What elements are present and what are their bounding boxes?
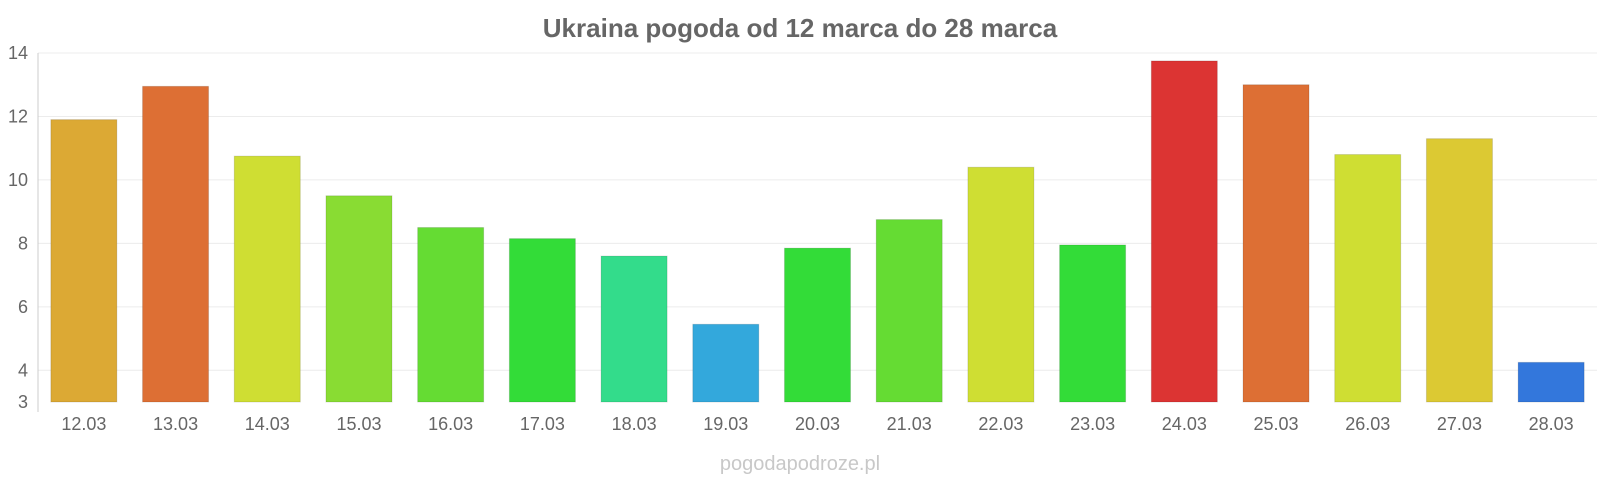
y-tick-label: 12 bbox=[8, 106, 28, 126]
x-tick-label: 18.03 bbox=[612, 414, 657, 434]
x-tick-label: 28.03 bbox=[1529, 414, 1574, 434]
y-tick-label: 10 bbox=[8, 170, 28, 190]
bar bbox=[875, 219, 943, 403]
y-tick-label: 6 bbox=[18, 297, 28, 317]
x-tick-label: 12.03 bbox=[61, 414, 106, 434]
y-tick-label: 3 bbox=[18, 392, 28, 412]
x-tick-label: 27.03 bbox=[1437, 414, 1482, 434]
x-tick-label: 26.03 bbox=[1345, 414, 1390, 434]
bar bbox=[783, 247, 852, 403]
x-tick-label: 20.03 bbox=[795, 414, 840, 434]
bar bbox=[1517, 361, 1585, 403]
bar bbox=[50, 119, 118, 403]
x-tick-label: 24.03 bbox=[1162, 414, 1207, 434]
x-tick-label: 22.03 bbox=[978, 414, 1023, 434]
x-tick-label: 14.03 bbox=[245, 414, 290, 434]
y-axis: 3 4 6 8 10 12 14 bbox=[8, 43, 39, 412]
x-tick-label: 23.03 bbox=[1070, 414, 1115, 434]
watermark: pogodapodroze.pl bbox=[720, 453, 880, 475]
bar bbox=[1242, 84, 1310, 403]
bars bbox=[50, 60, 1585, 403]
y-tick-label: 8 bbox=[18, 233, 28, 253]
x-tick-label: 13.03 bbox=[153, 414, 198, 434]
bar bbox=[417, 227, 485, 403]
x-tick-label: 21.03 bbox=[887, 414, 932, 434]
bar bbox=[325, 195, 393, 403]
y-tick-label: 4 bbox=[18, 360, 28, 380]
bar bbox=[600, 255, 668, 403]
bar bbox=[508, 238, 576, 403]
x-tick-label: 17.03 bbox=[520, 414, 565, 434]
x-tick-label: 19.03 bbox=[703, 414, 748, 434]
x-tick-label: 15.03 bbox=[336, 414, 381, 434]
bar bbox=[1425, 138, 1493, 403]
x-tick-label: 16.03 bbox=[428, 414, 473, 434]
bar bbox=[967, 166, 1035, 403]
bar bbox=[142, 85, 210, 403]
bar bbox=[1059, 244, 1127, 403]
bar bbox=[1150, 60, 1218, 403]
bar bbox=[233, 155, 301, 403]
chart-title: Ukraina pogoda od 12 marca do 28 marca bbox=[543, 13, 1058, 43]
bar bbox=[692, 323, 760, 403]
x-axis: 12.03 13.03 14.03 15.03 16.03 17.03 18.03 19.03… bbox=[61, 414, 1573, 434]
y-tick-label: 14 bbox=[8, 43, 28, 63]
bar bbox=[1334, 154, 1402, 403]
x-tick-label: 25.03 bbox=[1254, 414, 1299, 434]
